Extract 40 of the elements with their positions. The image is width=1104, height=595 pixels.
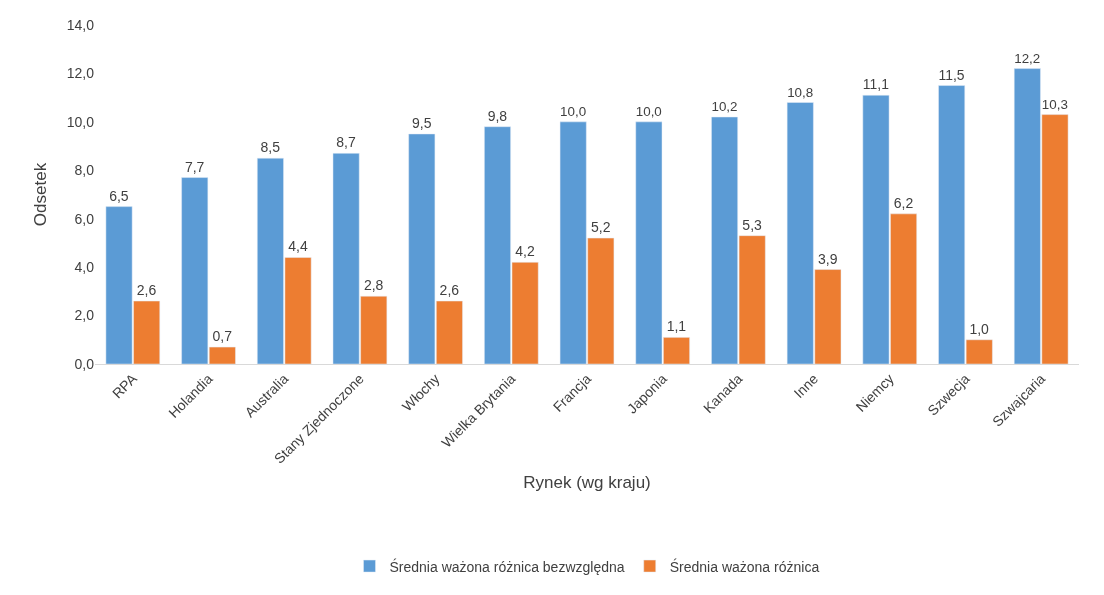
data-label: 5,2: [590, 219, 611, 236]
data-label: 8,7: [336, 134, 356, 151]
y-tick-label: 4,0: [74, 259, 95, 276]
legend-label: Średnia ważona różnica: [669, 557, 820, 575]
y-tick-label: 8,0: [74, 162, 95, 179]
data-label: 2,6: [439, 282, 460, 299]
data-label: 8,5: [260, 139, 281, 156]
y-tick-label: 10,0: [66, 113, 95, 130]
data-label: 9,5: [411, 114, 432, 131]
y-tick-label: 0,0: [74, 355, 95, 372]
data-label: 1,1: [666, 318, 687, 335]
data-label: 1,0: [969, 320, 990, 337]
x-axis-title: Rynek (wg kraju): [523, 473, 651, 493]
data-label: 6,2: [893, 194, 914, 211]
data-label: 3,9: [818, 250, 838, 267]
data-label: 10,3: [1041, 96, 1068, 112]
data-label: 4,2: [515, 243, 535, 260]
x-tick-label: Inne: [790, 370, 822, 402]
data-label: 2,6: [136, 282, 157, 299]
y-tick-label: 14,0: [66, 16, 95, 33]
data-label: 11,5: [938, 66, 965, 83]
data-label: 11,1: [862, 76, 890, 93]
data-label: 4,4: [288, 238, 308, 255]
data-label: 12,2: [1014, 50, 1041, 66]
y-tick-label: 12,0: [66, 65, 95, 82]
data-label: 10,0: [635, 103, 662, 119]
y-tick-label: 6,0: [74, 210, 95, 227]
data-label: 5,3: [742, 216, 763, 233]
y-axis-title: Odsetek: [31, 162, 51, 227]
y-tick-label: 2,0: [74, 307, 95, 324]
data-label: 10,8: [787, 84, 814, 100]
data-label: 2,8: [363, 277, 384, 294]
data-label: 9,8: [487, 107, 508, 124]
data-label: 0,7: [212, 328, 233, 345]
x-tick-label: RPA: [108, 370, 141, 402]
data-label: 10,0: [560, 103, 587, 119]
data-label: 7,7: [184, 158, 205, 175]
legend-label: Średnia ważona różnica bezwzględna: [389, 557, 625, 575]
data-label: 10,2: [711, 99, 738, 115]
data-label: 6,5: [109, 187, 129, 204]
